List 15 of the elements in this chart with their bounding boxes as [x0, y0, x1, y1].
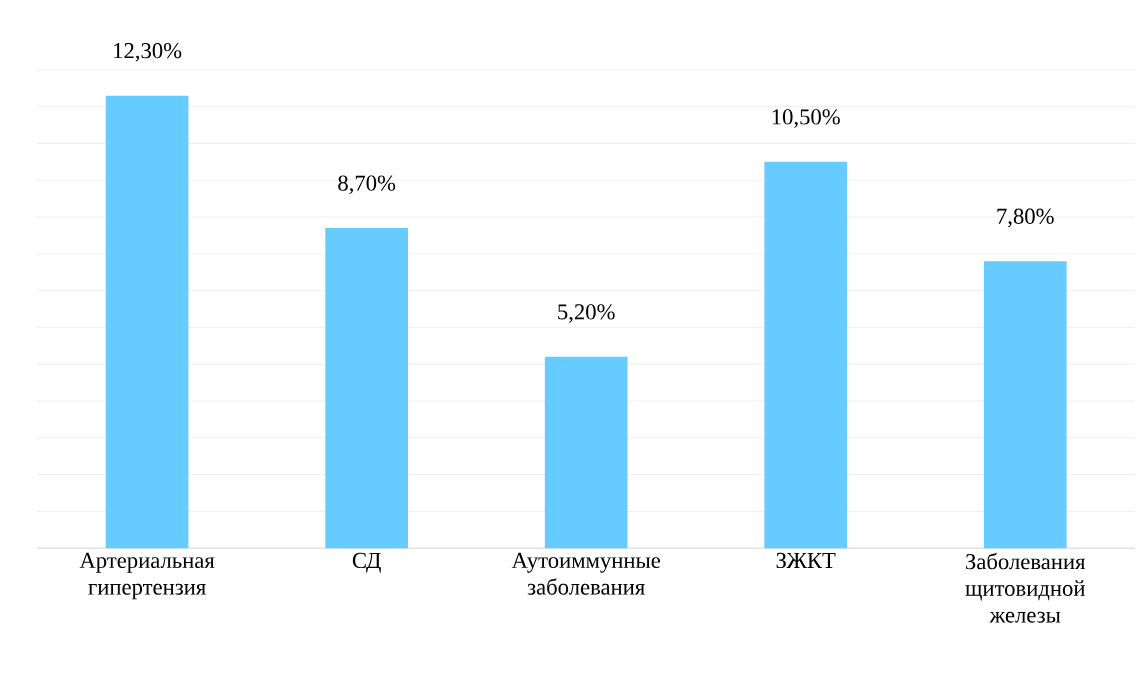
x-tick-label: Заболевания щитовидной железы: [965, 552, 1086, 623]
x-tick-label: ЗЖКТ: [776, 552, 836, 569]
bar: [325, 227, 408, 549]
data-label: 12,30%: [114, 42, 182, 62]
data-label: 7,80%: [997, 208, 1054, 228]
bar: [983, 261, 1067, 549]
data-label: 8,70%: [338, 175, 396, 194]
x-tick-label: СД: [352, 552, 381, 573]
bar: [105, 95, 189, 549]
data-label: 5,20%: [558, 304, 615, 323]
x-tick-label: Артериальная гипертензия: [79, 552, 215, 600]
x-tick-label: Аутоиммунные заболевания: [511, 552, 661, 595]
data-label: 10,50%: [772, 109, 840, 128]
bar: [764, 161, 848, 549]
bar: [544, 356, 628, 549]
